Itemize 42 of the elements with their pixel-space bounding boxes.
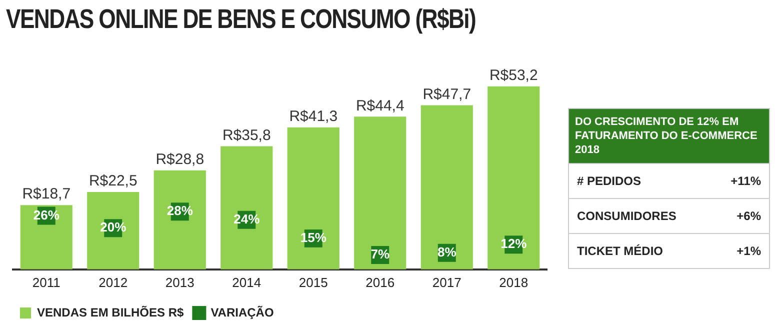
data-label: R$41,3: [289, 108, 338, 125]
data-label: 15%: [300, 230, 327, 246]
legend-label: VENDAS EM BILHÕES R$: [37, 305, 184, 320]
text: CONSUMIDORES: [577, 209, 676, 223]
bar: [420, 105, 473, 270]
data-label: 24%: [234, 211, 260, 226]
chart-title: VENDAS ONLINE DE BENS E CONSUMO (R$Bi): [6, 4, 476, 35]
legend-label: VARIAÇÃO: [210, 305, 274, 320]
data-label: 12%: [500, 236, 528, 252]
data-label: 26%: [33, 207, 60, 222]
text: +1%: [736, 244, 761, 258]
data-label: R$47,7: [422, 86, 472, 103]
data-label: R$28,8: [156, 150, 204, 168]
x-tick-label: 2013: [165, 274, 194, 290]
text: TICKET MÉDIO: [577, 244, 663, 258]
x-tick-label: 2018: [499, 274, 528, 290]
data-label: 20%: [100, 220, 127, 235]
x-tick-label: 2015: [298, 274, 328, 290]
data-label: R$35,8: [222, 126, 271, 144]
data-label: R$22,5: [88, 172, 138, 190]
x-tick-label: 2016: [366, 274, 395, 290]
data-label: R$53,2: [489, 67, 538, 84]
data-label: 8%: [437, 244, 457, 260]
bar: [154, 170, 206, 270]
x-tick-label: 2012: [98, 274, 128, 290]
bar: [287, 127, 340, 270]
text: +11%: [730, 174, 761, 188]
text: DO CRESCIMENTO DE 12% EM FATURAMENTO DO E-COMMERCE 2018: [569, 109, 769, 163]
data-label: R$18,7: [22, 186, 71, 203]
x-tick-label: 2011: [32, 274, 60, 290]
bar: [488, 86, 540, 270]
bar: [220, 146, 273, 270]
bar: [354, 116, 406, 270]
x-tick-label: 2014: [232, 274, 262, 290]
data-label: R$44,4: [356, 97, 404, 114]
data-label: 7%: [370, 246, 390, 262]
text: # PEDIDOS: [577, 174, 642, 188]
bar: [87, 192, 140, 270]
bar: [20, 205, 72, 270]
text: +6%: [736, 209, 761, 223]
data-label: 28%: [166, 203, 194, 218]
x-tick-label: 2017: [432, 274, 462, 290]
